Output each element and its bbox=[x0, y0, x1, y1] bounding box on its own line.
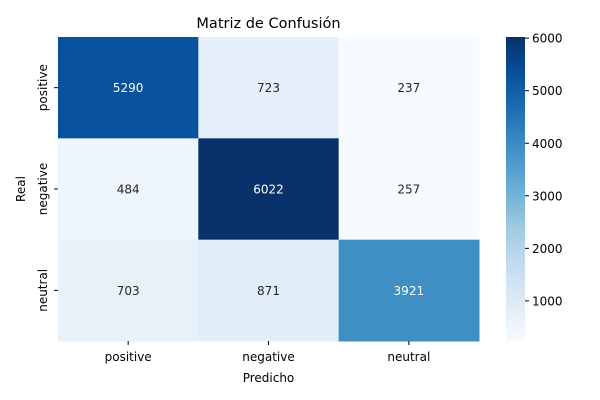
heatmap-cell bbox=[198, 138, 340, 241]
heatmap-cell bbox=[198, 37, 340, 139]
x-tick-label: positive bbox=[105, 350, 152, 364]
y-tick-label: positive bbox=[36, 64, 50, 111]
heatmap-cell bbox=[338, 37, 480, 139]
x-tick-label: negative bbox=[242, 350, 294, 364]
y-axis-ticks: positive negative neutral bbox=[36, 64, 58, 312]
colorbar-gradient bbox=[506, 37, 525, 341]
heatmap-cell bbox=[58, 138, 199, 241]
cell-value-label: 3921 bbox=[394, 284, 425, 298]
colorbar-tick-label: 4000 bbox=[532, 137, 563, 151]
y-axis-label: Real bbox=[14, 176, 28, 202]
colorbar-tick-label: 2000 bbox=[532, 242, 563, 256]
cell-value-label: 484 bbox=[117, 183, 140, 197]
cell-value-label: 5290 bbox=[113, 81, 144, 95]
x-axis-ticks: positive negative neutral bbox=[105, 341, 430, 364]
colorbar-tick-label: 1000 bbox=[532, 294, 563, 308]
cell-value-label: 237 bbox=[397, 81, 420, 95]
colorbar: 1000 2000 3000 4000 5000 6000 bbox=[506, 32, 563, 341]
cell-value-label: 6022 bbox=[253, 183, 284, 197]
cell-value-label: 723 bbox=[257, 81, 280, 95]
colorbar-tick-label: 6000 bbox=[532, 32, 563, 46]
chart-title: Matriz de Confusión bbox=[196, 16, 340, 32]
heatmap-cell bbox=[338, 138, 480, 241]
colorbar-ticks: 1000 2000 3000 4000 5000 6000 bbox=[525, 32, 563, 308]
heatmap-cell bbox=[58, 37, 199, 139]
cell-value-label: 703 bbox=[117, 284, 140, 298]
cell-value-label: 257 bbox=[397, 183, 420, 197]
heatmap-cell bbox=[198, 239, 340, 342]
x-tick-label: neutral bbox=[387, 350, 430, 364]
colorbar-tick-label: 3000 bbox=[532, 189, 563, 203]
cell-value-label: 871 bbox=[257, 284, 280, 298]
colorbar-tick-label: 5000 bbox=[532, 84, 563, 98]
heatmap-cells: 5290 723 237 484 6022 257 703 871 3921 bbox=[58, 37, 480, 342]
x-axis-label: Predicho bbox=[243, 371, 295, 385]
heatmap-cell bbox=[338, 239, 480, 342]
y-tick-label: neutral bbox=[36, 269, 50, 312]
heatmap-cell bbox=[58, 239, 199, 342]
y-tick-label: negative bbox=[36, 163, 50, 215]
